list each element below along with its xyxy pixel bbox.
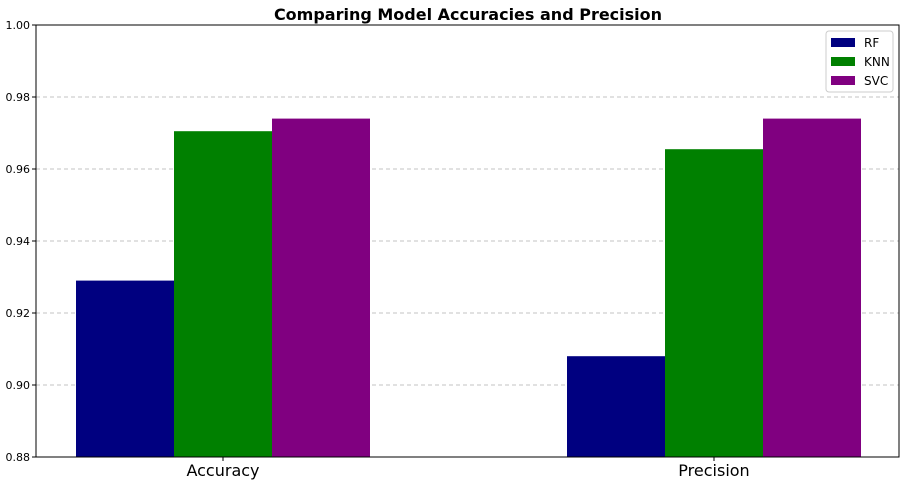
- y-tick-label: 0.92: [6, 307, 31, 320]
- chart-title: Comparing Model Accuracies and Precision: [274, 5, 662, 24]
- legend-label-rf: RF: [864, 36, 879, 50]
- bar-knn-precision: [665, 149, 763, 457]
- legend-label-svc: SVC: [864, 74, 888, 88]
- y-tick-label: 0.88: [6, 451, 31, 464]
- y-tick-label: 0.90: [6, 379, 31, 392]
- legend-label-knn: KNN: [864, 55, 890, 69]
- legend-swatch-rf: [831, 38, 855, 47]
- y-tick-label: 0.98: [6, 91, 31, 104]
- y-tick-label: 0.94: [6, 235, 31, 248]
- bar-knn-accuracy: [174, 131, 272, 457]
- bar-rf-precision: [567, 356, 665, 457]
- bar-svc-accuracy: [272, 118, 370, 457]
- axes: 0.88 0.90 0.92 0.94 0.96 0.98 1.00 Accuracy Prec…: [6, 19, 900, 480]
- y-tick-label: 1.00: [6, 19, 31, 32]
- y-tick-label: 0.96: [6, 163, 31, 176]
- x-tick-label: Precision: [678, 461, 749, 480]
- legend-swatch-svc: [831, 76, 855, 85]
- bar-svc-precision: [763, 118, 861, 457]
- bar-rf-accuracy: [76, 280, 174, 457]
- bars: [76, 118, 861, 457]
- x-tick-label: Accuracy: [186, 461, 259, 480]
- legend-swatch-knn: [831, 57, 855, 66]
- legend: RF KNN SVC: [825, 30, 894, 93]
